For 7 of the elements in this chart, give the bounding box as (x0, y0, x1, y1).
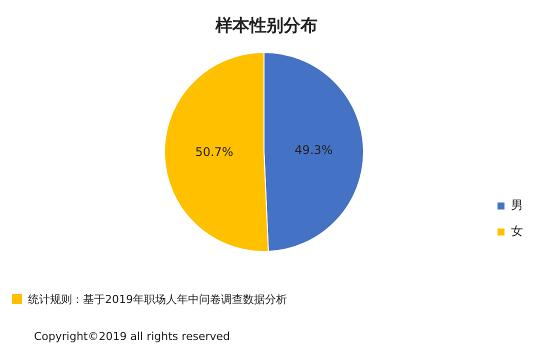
legend-label: 女 (511, 224, 523, 238)
legend-label: 男 (511, 198, 523, 212)
data-label: 49.3% (294, 143, 333, 158)
data-label: 50.7% (195, 145, 234, 160)
text: 统计规则：基于2019年职场人年中问卷调查数据分析 (28, 293, 287, 306)
text: Copyright©2019 all rights reserved (34, 330, 230, 343)
chart-title: 样本性别分布 (214, 15, 318, 37)
